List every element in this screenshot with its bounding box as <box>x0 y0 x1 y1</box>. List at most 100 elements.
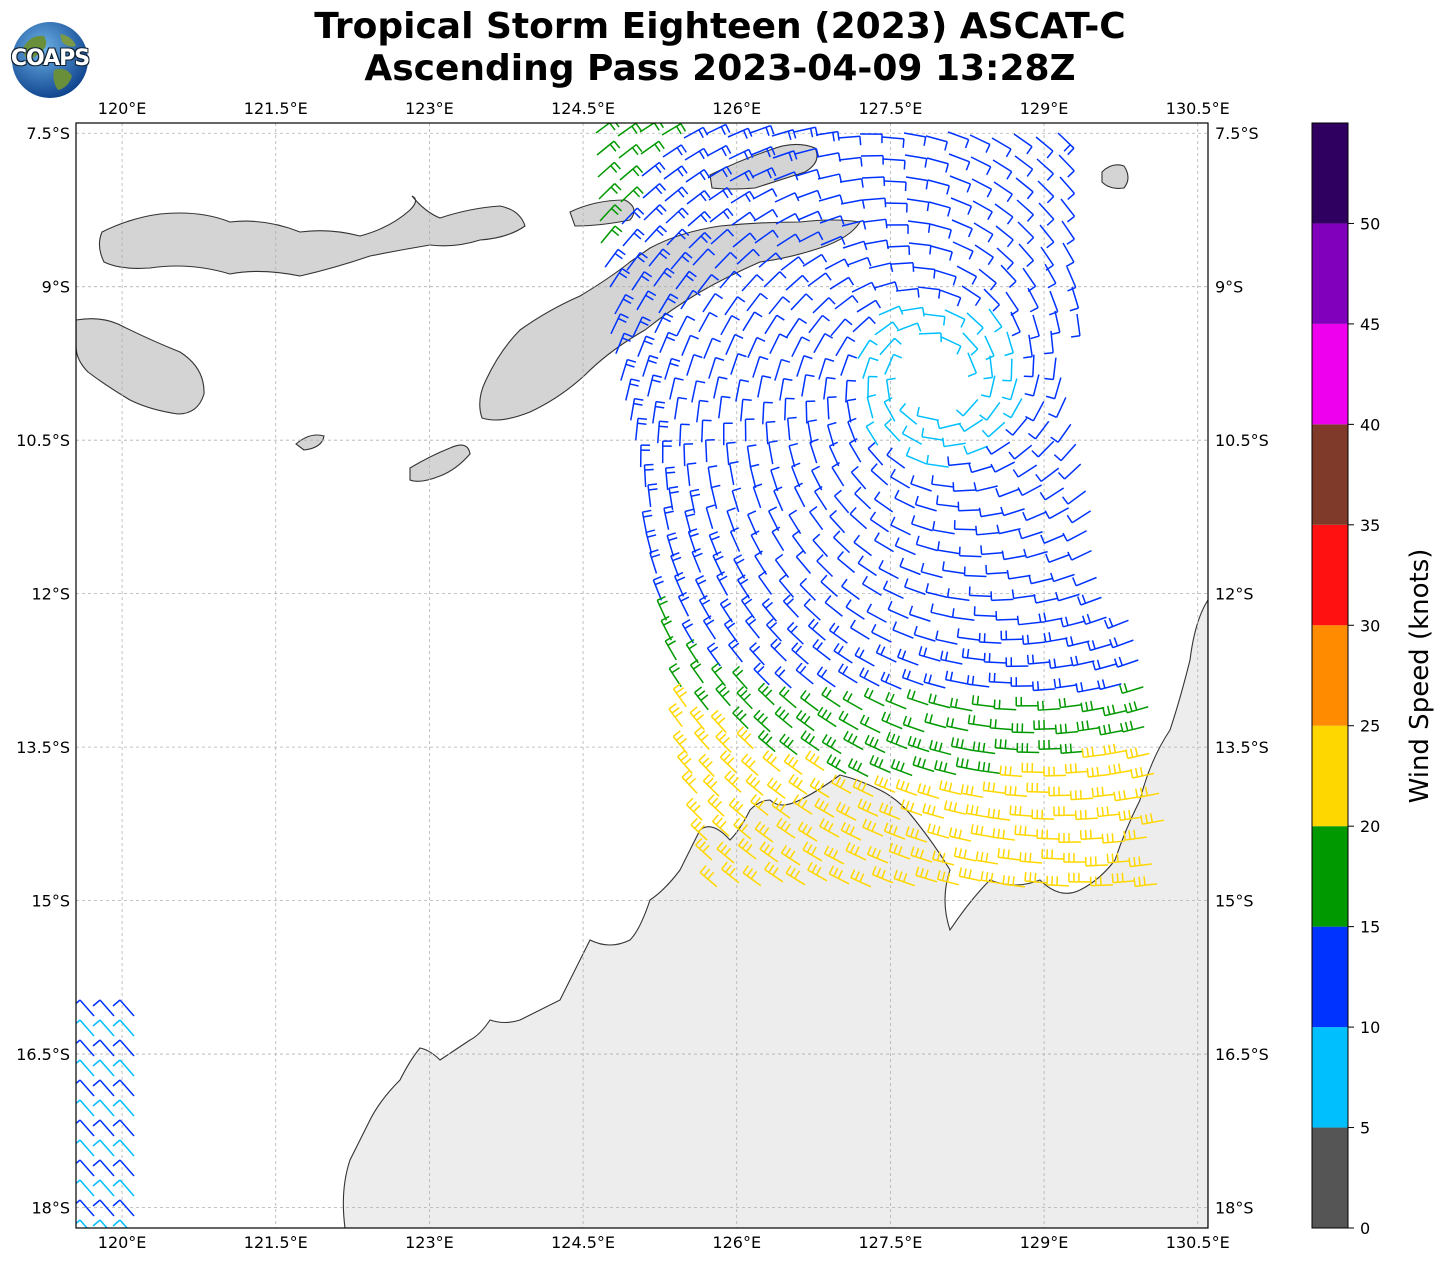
wind-barb <box>1053 806 1077 817</box>
wind-barb <box>981 421 1006 438</box>
wind-barb <box>664 186 689 202</box>
wind-barb <box>1025 401 1045 422</box>
wind-barb <box>599 204 623 222</box>
wind-barb <box>850 465 867 490</box>
wind-barb <box>1036 829 1060 840</box>
colorbar-label: Wind Speed (knots) <box>1405 549 1435 804</box>
wind-barb <box>736 686 753 710</box>
wind-barb <box>712 551 724 576</box>
wind-barb <box>654 312 674 334</box>
wind-barb <box>763 271 787 288</box>
wind-barb <box>971 695 995 708</box>
wind-barb <box>840 199 866 209</box>
wind-barb <box>816 554 834 578</box>
wind-barb <box>1018 243 1035 268</box>
wind-barb <box>1023 334 1033 359</box>
wind-barb <box>945 717 969 732</box>
wind-barb <box>931 475 954 488</box>
lat-label: 13.5°S <box>1215 738 1269 757</box>
wind-barb <box>769 333 789 355</box>
wind-barb <box>735 379 750 402</box>
wind-barb <box>817 706 837 728</box>
wind-barb <box>974 244 994 266</box>
wind-barb <box>980 375 996 398</box>
wind-barb <box>978 632 1002 644</box>
wind-barb <box>1118 683 1144 695</box>
logo-text: COAPS <box>10 46 90 71</box>
wind-barb <box>618 143 643 159</box>
wind-barb <box>719 750 737 773</box>
wind-barb <box>1135 786 1160 799</box>
wind-barb <box>978 268 997 291</box>
wind-barb <box>812 297 836 314</box>
lon-label: 130.5°E <box>1166 99 1230 118</box>
wind-barb <box>1081 613 1107 626</box>
longitude-labels-top: 120°E 121.5°E 123°E 124.5°E 126°E 127.5°E 129°… <box>98 99 1230 118</box>
wind-barb <box>1111 872 1135 884</box>
wind-barb <box>762 401 773 425</box>
wind-barb <box>1057 132 1075 156</box>
wind-barb <box>1133 876 1158 888</box>
wind-barb <box>778 686 797 709</box>
wind-barb <box>962 332 979 356</box>
wind-barb <box>112 1219 128 1228</box>
wind-barb <box>703 337 721 359</box>
wind-barb <box>770 466 780 492</box>
wind-barb <box>631 271 653 291</box>
wind-barb <box>641 161 666 177</box>
title-line-2: Ascending Pass 2023-04-09 13:28Z <box>364 48 1076 89</box>
wind-barb <box>112 1139 135 1157</box>
wind-barb <box>1031 681 1056 692</box>
wind-barb <box>92 1199 115 1217</box>
wind-barb <box>1058 697 1083 709</box>
wind-barb <box>732 665 748 690</box>
wind-barb <box>809 438 819 464</box>
wind-barb <box>1070 655 1095 667</box>
wind-barb <box>762 750 781 773</box>
wind-barb <box>112 1059 135 1077</box>
wind-barb <box>1024 872 1048 884</box>
lat-label: 16.5°S <box>16 1045 70 1064</box>
wind-barb <box>1089 876 1113 887</box>
wind-barb <box>803 598 821 621</box>
latitude-labels-left: 7.5°S 9°S 10.5°S 12°S 13.5°S 15°S 16.5°S 18°S <box>16 124 70 1217</box>
wind-barb <box>958 546 982 558</box>
wind-barb <box>987 808 1011 821</box>
wind-barb <box>669 377 684 400</box>
wind-barb <box>917 783 940 800</box>
wind-barb <box>92 1099 115 1117</box>
wind-barb <box>686 462 697 487</box>
wind-barb <box>1118 809 1143 822</box>
wind-barb <box>852 778 874 797</box>
wind-barb <box>957 501 981 512</box>
wind-barb <box>939 289 962 307</box>
wind-barb <box>936 419 961 430</box>
wind-barb <box>871 865 894 884</box>
wind-barb <box>1062 530 1087 542</box>
wind-barb <box>632 316 651 338</box>
wind-barb <box>730 353 747 375</box>
colorbar-segment <box>1312 223 1348 324</box>
wind-barb <box>928 201 951 217</box>
colorbar-tick-label: 30 <box>1360 616 1380 635</box>
wind-barb <box>873 532 894 553</box>
wind-barb <box>823 845 845 865</box>
wind-barb <box>670 552 682 577</box>
wind-barb <box>1081 747 1106 759</box>
wind-barb <box>838 156 863 167</box>
wind-barb <box>839 178 864 188</box>
wind-barb <box>1035 136 1054 159</box>
wind-barb <box>1044 357 1057 381</box>
wind-barb <box>1038 739 1062 750</box>
wind-barb <box>1023 354 1035 378</box>
wind-barb <box>615 332 633 354</box>
wind-barb <box>686 353 703 376</box>
wind-barb <box>884 418 901 442</box>
wind-barb <box>809 777 830 798</box>
wind-barb <box>112 1179 135 1197</box>
wind-barb <box>854 647 875 667</box>
wind-barb <box>841 219 867 230</box>
wind-barb <box>639 123 665 133</box>
wind-barb <box>1091 786 1116 798</box>
wind-barb <box>732 706 749 730</box>
